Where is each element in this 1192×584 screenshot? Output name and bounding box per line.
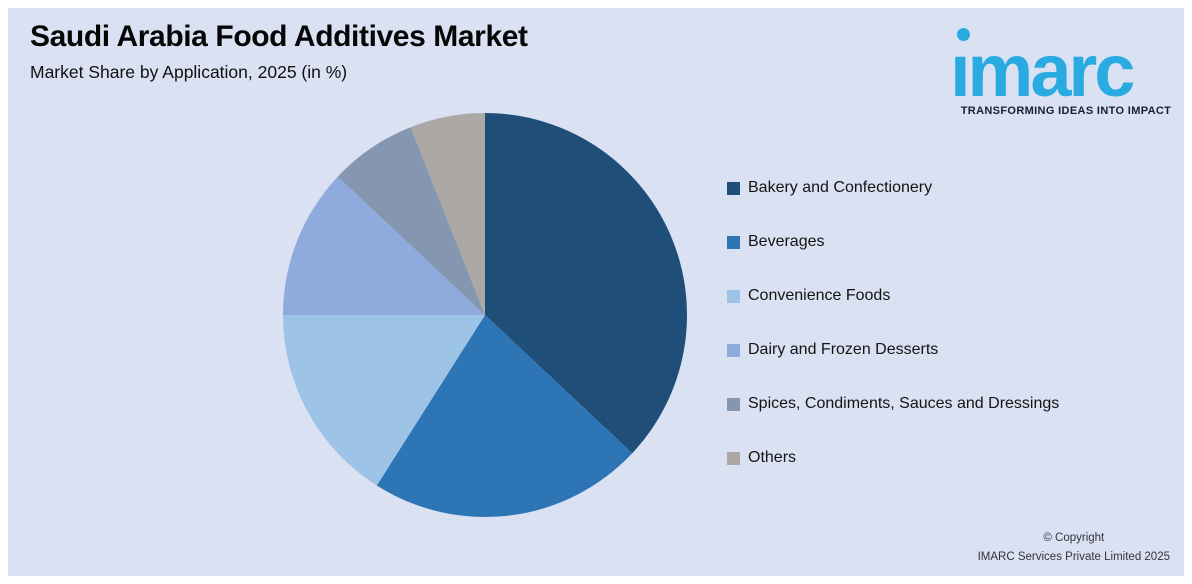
pie-slice-3 (283, 176, 485, 315)
pie-slice-2 (283, 315, 485, 486)
legend-swatch-icon (727, 235, 740, 249)
imarc-wordmark: ımarc (950, 29, 1135, 112)
pie-slice-0 (485, 113, 687, 454)
legend-item-5: Others (727, 448, 1059, 468)
pie-slice-5 (410, 113, 485, 315)
legend-label: Others (748, 449, 797, 466)
legend-swatch-icon (727, 343, 740, 357)
legend-label: Convenience Foods (748, 287, 891, 304)
legend-label: Bakery and Confectionery (748, 179, 933, 196)
legend-swatch-icon (727, 397, 740, 411)
legend-item-4: Spices, Condiments, Sauces and Dressings (727, 394, 1059, 414)
imarc-logo-dot-icon (957, 28, 970, 41)
pie-slice-4 (337, 127, 485, 315)
pie-chart (283, 113, 687, 517)
imarc-logo: ımarc TRANSFORMING IDEAS INTO IMPACT (950, 16, 1180, 120)
legend-item-1: Beverages (727, 232, 1059, 252)
pie-slice-1 (376, 315, 633, 517)
copyright-line2: IMARC Services Private Limited 2025 (977, 550, 1170, 563)
legend-item-3: Dairy and Frozen Desserts (727, 340, 1059, 360)
chart-legend: Bakery and Confectionery Beverages Conveni… (727, 178, 1059, 502)
legend-label: Spices, Condiments, Sauces and Dressings (748, 395, 1060, 412)
copyright-line1: © Copyright (1043, 532, 1105, 545)
imarc-tagline: TRANSFORMING IDEAS INTO IMPACT (960, 105, 1172, 117)
legend-label: Beverages (748, 233, 825, 250)
legend-swatch-icon (727, 181, 740, 195)
chart-panel: Saudi Arabia Food Additives Market Marke… (8, 8, 1184, 576)
legend-swatch-icon (727, 289, 740, 303)
page-title: Saudi Arabia Food Additives Market (30, 20, 528, 53)
legend-label: Dairy and Frozen Desserts (748, 341, 939, 358)
copyright-notice: © Copyright IMARC Services Private Limit… (978, 529, 1170, 566)
legend-swatch-icon (727, 451, 740, 465)
legend-item-2: Convenience Foods (727, 286, 1059, 306)
page-subtitle: Market Share by Application, 2025 (in %) (30, 62, 348, 82)
pie-chart-svg (283, 113, 687, 517)
legend-item-0: Bakery and Confectionery (727, 178, 1059, 198)
